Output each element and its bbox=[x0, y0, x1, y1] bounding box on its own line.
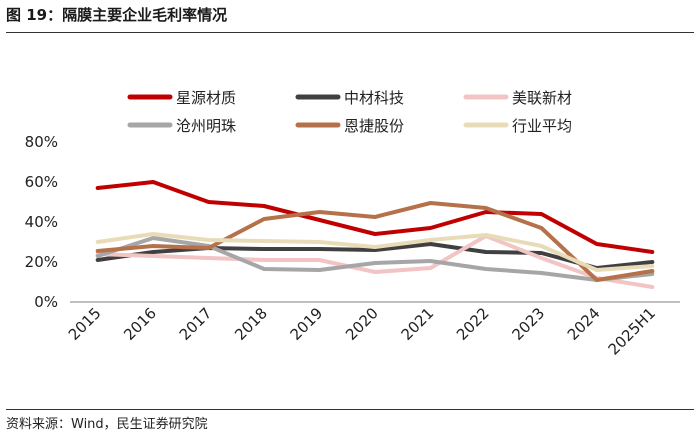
series-line bbox=[95, 232, 655, 272]
y-tick-label: 0% bbox=[34, 293, 58, 311]
series-line bbox=[95, 236, 655, 282]
chart-series bbox=[95, 180, 655, 289]
source-note: 资料来源：Wind，民生证券研究院 bbox=[6, 417, 208, 432]
legend-label: 恩捷股份 bbox=[344, 117, 404, 135]
x-tick-label: 2019 bbox=[287, 304, 327, 344]
series-line bbox=[95, 180, 655, 254]
x-tick-label: 2020 bbox=[342, 304, 382, 344]
y-tick-label: 20% bbox=[25, 253, 58, 271]
x-tick-label: 2024 bbox=[564, 304, 604, 344]
legend-label: 沧州明珠 bbox=[176, 117, 236, 135]
x-tick-label: 2018 bbox=[231, 304, 271, 344]
y-axis-ticks: 0% 20% 40% 60% 80% bbox=[25, 133, 58, 311]
legend-label: 中材科技 bbox=[344, 89, 404, 107]
x-tick-label: 2016 bbox=[120, 304, 160, 344]
y-tick-label: 80% bbox=[25, 133, 58, 151]
x-tick-label: 2015 bbox=[65, 304, 105, 344]
series-line bbox=[95, 234, 655, 289]
y-tick-label: 40% bbox=[25, 213, 58, 231]
legend-label: 行业平均 bbox=[512, 117, 572, 135]
legend-label: 星源材质 bbox=[176, 89, 236, 107]
figure-title: 图 19：隔膜主要企业毛利率情况 bbox=[6, 6, 228, 24]
x-tick-label: 2023 bbox=[508, 304, 548, 344]
x-tick-label: 2025H1 bbox=[605, 304, 659, 358]
source-divider bbox=[6, 409, 694, 410]
y-tick-label: 60% bbox=[25, 173, 58, 191]
series-line bbox=[95, 201, 655, 282]
x-tick-label: 2017 bbox=[176, 304, 216, 344]
x-tick-label: 2021 bbox=[398, 304, 438, 344]
title-divider bbox=[6, 32, 694, 33]
legend-label: 美联新材 bbox=[512, 89, 572, 107]
x-axis-ticks: 2015 2016 2017 2018 2019 2020 2021 2022 2023 2024… bbox=[65, 304, 659, 358]
x-tick-label: 2022 bbox=[453, 304, 493, 344]
